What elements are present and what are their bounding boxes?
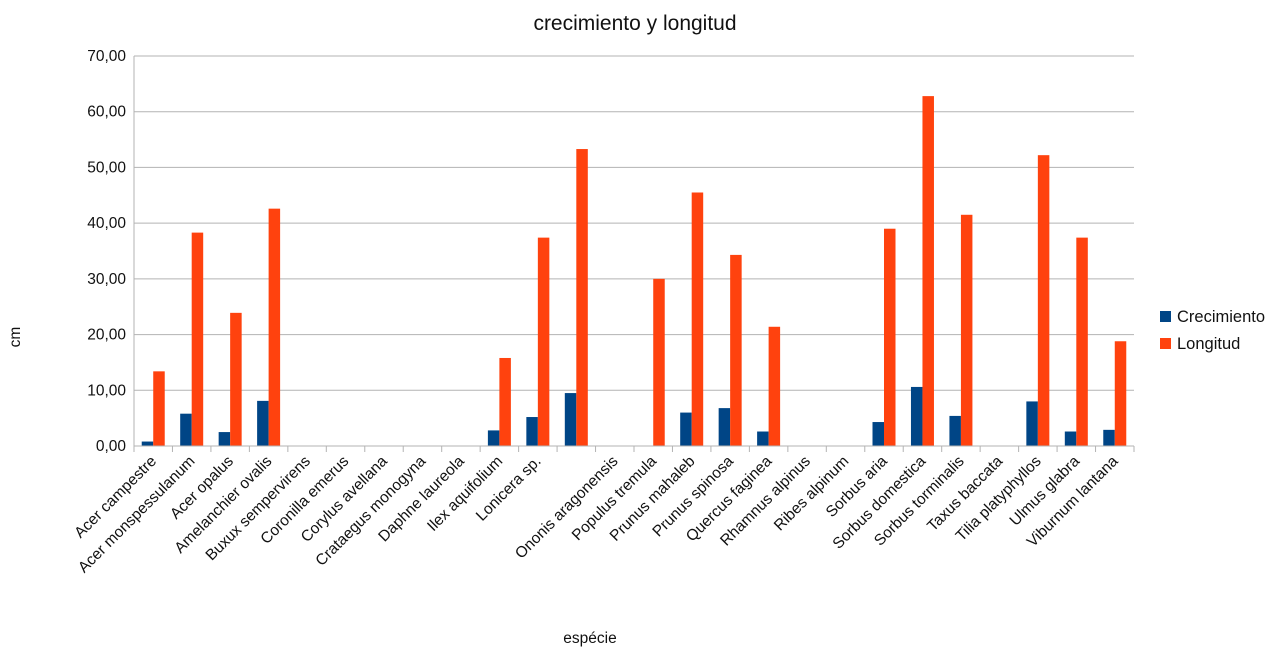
x-axis-label: espécie bbox=[563, 630, 616, 647]
bar-crecimiento bbox=[257, 400, 269, 446]
y-tick-label: 70,00 bbox=[87, 48, 126, 65]
bar-crecimiento bbox=[218, 432, 231, 446]
bar-longitud bbox=[1114, 341, 1127, 446]
legend-swatch-longitud bbox=[1160, 338, 1171, 349]
axes bbox=[133, 56, 1135, 452]
bar-longitud bbox=[768, 326, 781, 446]
bar-longitud bbox=[653, 278, 665, 446]
bar-longitud bbox=[730, 254, 742, 446]
bar-crecimiento bbox=[757, 431, 769, 446]
legend-label-crecimiento: Crecimiento bbox=[1177, 308, 1265, 326]
bar-crecimiento bbox=[564, 393, 577, 446]
bar-crecimiento bbox=[872, 422, 884, 446]
bar-longitud bbox=[884, 228, 896, 446]
bar-crecimiento bbox=[718, 408, 731, 446]
bar-longitud bbox=[268, 208, 281, 446]
bar-crecimiento bbox=[1064, 431, 1077, 446]
y-tick-labels: 0,00 10,00 20,00 30,00 40,00 50,00 60,00 70,00 bbox=[87, 48, 126, 455]
y-tick-label: 30,00 bbox=[87, 271, 126, 288]
bar-crecimiento bbox=[1026, 401, 1038, 446]
bar-longitud bbox=[1037, 155, 1050, 446]
y-tick-label: 20,00 bbox=[87, 327, 126, 344]
gridlines bbox=[134, 55, 1134, 447]
bar-crecimiento bbox=[180, 413, 192, 446]
y-tick-label: 50,00 bbox=[87, 159, 126, 176]
bars bbox=[141, 96, 1127, 447]
bar-crecimiento bbox=[1103, 429, 1115, 446]
bar-crecimiento bbox=[141, 441, 154, 446]
bar-crecimiento bbox=[526, 417, 538, 446]
y-axis-label: cm bbox=[7, 327, 24, 348]
legend: Crecimiento Longitud bbox=[1160, 308, 1265, 353]
y-tick-label: 40,00 bbox=[87, 215, 126, 232]
bar-longitud bbox=[230, 312, 242, 446]
bar-longitud bbox=[576, 149, 588, 447]
bar-longitud bbox=[191, 232, 204, 446]
bar-longitud bbox=[691, 192, 704, 446]
y-tick-label: 60,00 bbox=[87, 104, 126, 121]
legend-label-longitud: Longitud bbox=[1177, 335, 1240, 353]
bar-crecimiento bbox=[487, 430, 500, 446]
chart-title: crecimiento y longitud bbox=[533, 12, 737, 35]
y-tick-label: 0,00 bbox=[96, 438, 127, 455]
bar-crecimiento bbox=[910, 386, 923, 446]
bar-longitud bbox=[537, 237, 550, 446]
bar-longitud bbox=[153, 371, 165, 446]
legend-swatch-crecimiento bbox=[1160, 311, 1171, 322]
bar-longitud bbox=[960, 214, 973, 446]
bar-crecimiento bbox=[949, 415, 961, 446]
bar-longitud bbox=[1076, 237, 1088, 446]
bar-longitud bbox=[499, 357, 511, 446]
bar-longitud bbox=[922, 96, 934, 446]
y-tick-label: 10,00 bbox=[87, 382, 126, 399]
bar-crecimiento bbox=[680, 412, 692, 446]
